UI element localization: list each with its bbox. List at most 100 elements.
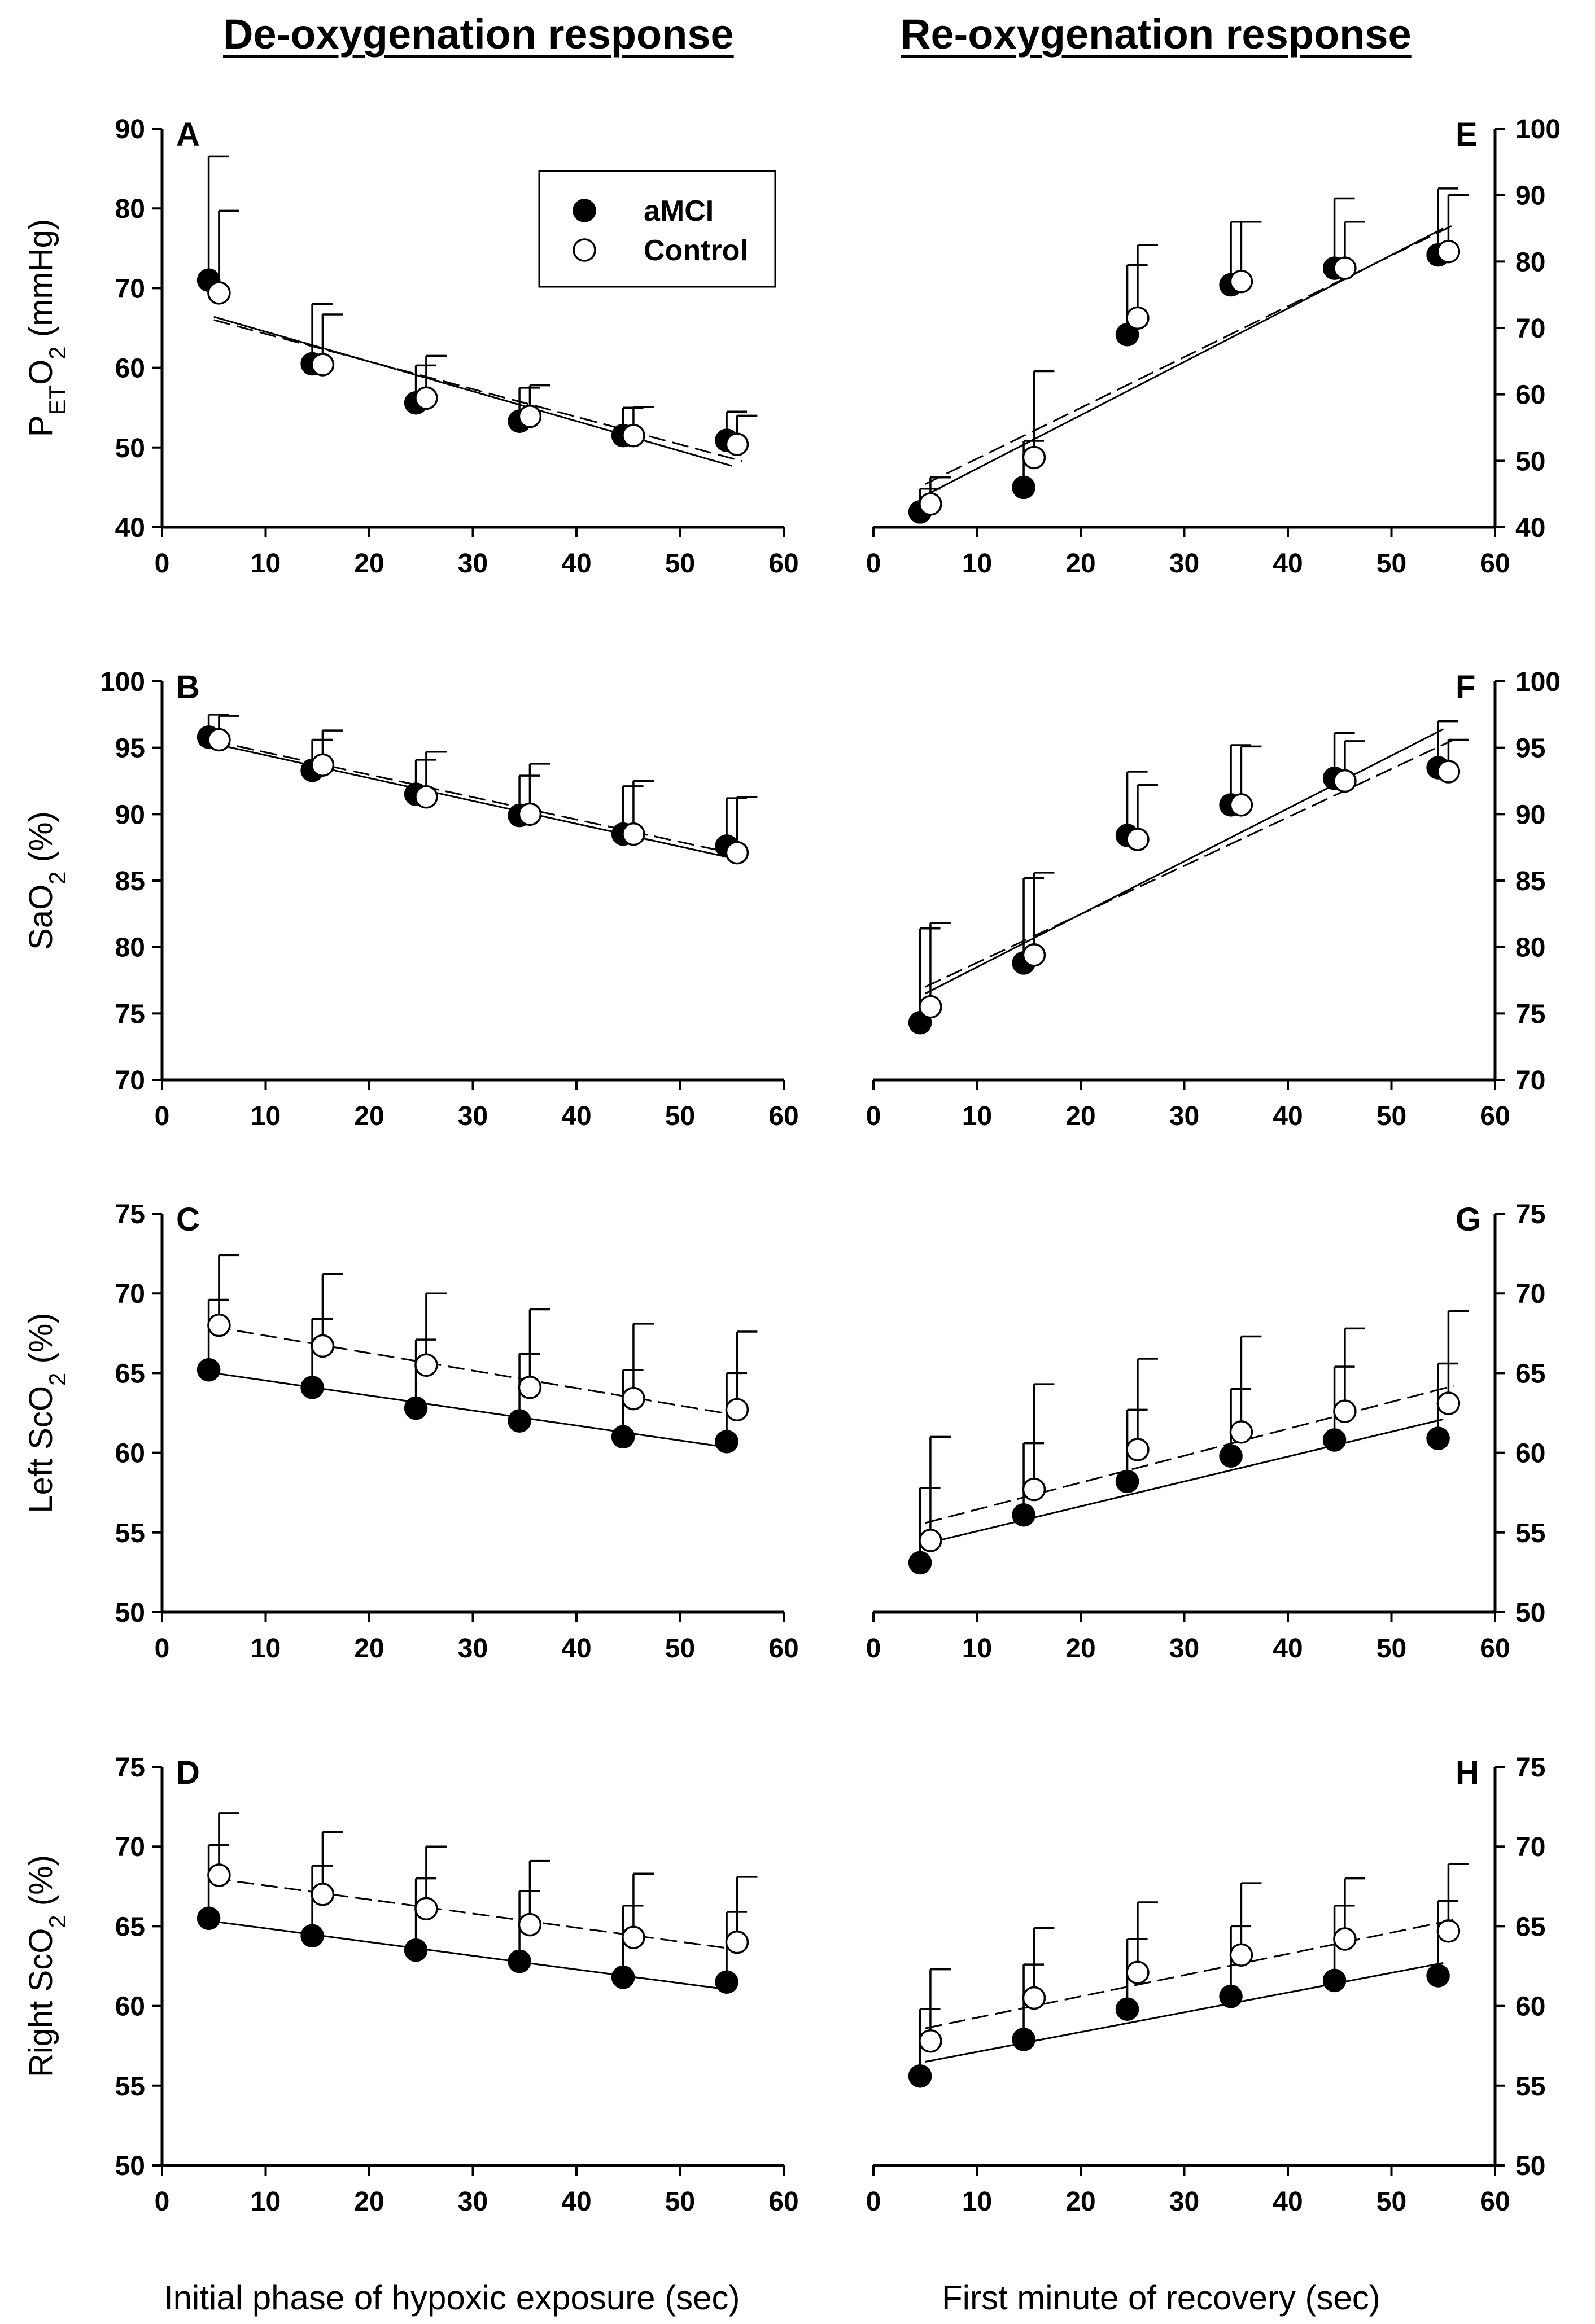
legend-amci-marker bbox=[573, 199, 596, 222]
control-point bbox=[1333, 1927, 1357, 1951]
amci-fit-line bbox=[213, 316, 732, 467]
amci-fit-line bbox=[925, 728, 1444, 995]
amci-point bbox=[1012, 475, 1035, 500]
y-axis-title: SaO2 (%) bbox=[23, 811, 71, 950]
y-tick-label: 50 bbox=[1515, 1598, 1545, 1628]
x-tick-label: 30 bbox=[1169, 549, 1199, 579]
panel-a: 0 10 20 30 40 50 60 40 50 60 70 80 90 A PETO2 (mmHg) aM… bbox=[23, 115, 799, 579]
control-fit-line bbox=[925, 1919, 1454, 2029]
x-tick-label: 50 bbox=[665, 549, 695, 579]
amci-point bbox=[1322, 1968, 1347, 1993]
amci-point bbox=[908, 2064, 932, 2088]
y-tick-label: 70 bbox=[115, 274, 145, 304]
amci-point bbox=[196, 1358, 221, 1382]
control-point bbox=[207, 1313, 231, 1337]
x-tick-label: 40 bbox=[1273, 1634, 1303, 1664]
control-fit-line bbox=[925, 1385, 1454, 1524]
y-tick-label: 40 bbox=[115, 513, 145, 543]
x-tick-label: 10 bbox=[251, 549, 281, 579]
amci-fit-line bbox=[213, 1372, 732, 1449]
amci-point bbox=[1012, 1503, 1035, 1527]
x-tick-label: 30 bbox=[1169, 1101, 1199, 1131]
amci-point bbox=[715, 1430, 738, 1454]
y-tick-label: 70 bbox=[1515, 1066, 1545, 1096]
x-tick-label: 60 bbox=[1480, 549, 1510, 579]
amci-point bbox=[404, 1396, 428, 1420]
control-point bbox=[518, 404, 542, 428]
control-point bbox=[1436, 239, 1461, 264]
control-point bbox=[311, 353, 335, 377]
amci-point bbox=[508, 1409, 531, 1433]
control-point bbox=[1022, 1477, 1046, 1502]
x-tick-label: 0 bbox=[866, 1634, 881, 1664]
x-tick-label: 10 bbox=[251, 1101, 281, 1131]
x-tick-label: 50 bbox=[1376, 549, 1406, 579]
x-tick-label: 40 bbox=[1273, 2187, 1303, 2217]
y-tick-label: 85 bbox=[1515, 866, 1545, 896]
x-tick-label: 0 bbox=[866, 2187, 881, 2217]
y-tick-label: 80 bbox=[115, 194, 145, 224]
amci-point bbox=[300, 1924, 324, 1948]
x-tick-label: 50 bbox=[1376, 2187, 1406, 2217]
y-axis-title: Left ScO2 (%) bbox=[23, 1312, 71, 1513]
control-point bbox=[1126, 828, 1150, 851]
y-tick-label: 60 bbox=[115, 354, 145, 384]
legend-control-label: Control bbox=[644, 234, 748, 267]
y-tick-label: 55 bbox=[1515, 2072, 1545, 2102]
y-tick-label: 50 bbox=[115, 2151, 145, 2181]
control-point bbox=[1333, 769, 1357, 793]
control-point bbox=[414, 386, 438, 410]
y-tick-label: 60 bbox=[1515, 380, 1545, 410]
x-tick-label: 40 bbox=[561, 2187, 591, 2217]
control-fit-line bbox=[213, 319, 742, 462]
amci-fit-line bbox=[213, 1920, 732, 1991]
control-point bbox=[725, 1398, 749, 1422]
control-point bbox=[622, 1386, 645, 1411]
control-point bbox=[311, 1883, 335, 1906]
control-point bbox=[1333, 256, 1357, 280]
x-tick-label: 50 bbox=[665, 2187, 695, 2217]
y-tick-label: 70 bbox=[1515, 1279, 1545, 1309]
y-tick-label: 60 bbox=[1515, 1439, 1545, 1469]
panel-c: 0 10 20 30 40 50 60 50 55 60 65 70 75 C Left ScO2 (%) bbox=[23, 1200, 799, 1664]
x-tick-label: 20 bbox=[1065, 1101, 1095, 1131]
x-tick-label: 40 bbox=[561, 1101, 591, 1131]
amci-point bbox=[1219, 1444, 1243, 1468]
y-tick-label: 75 bbox=[115, 1200, 145, 1229]
y-tick-label: 70 bbox=[115, 1832, 145, 1862]
amci-point bbox=[908, 1551, 932, 1575]
control-point bbox=[518, 1376, 542, 1399]
panel-label: E bbox=[1456, 116, 1478, 153]
y-tick-label: 70 bbox=[1515, 1832, 1545, 1862]
y-tick-label: 50 bbox=[115, 1598, 145, 1628]
control-point bbox=[1022, 1986, 1046, 2010]
y-axis-title: PETO2 (mmHg) bbox=[23, 219, 71, 437]
x-tick-label: 30 bbox=[458, 2187, 488, 2217]
y-tick-label: 80 bbox=[115, 933, 145, 963]
right-x-axis-title: First minute of recovery (sec) bbox=[942, 2279, 1380, 2317]
amci-point bbox=[1115, 323, 1139, 347]
legend: aMCI Control bbox=[538, 170, 776, 288]
y-tick-label: 60 bbox=[1515, 1992, 1545, 2022]
right-column-title: Re-oxygenation response bbox=[901, 11, 1412, 58]
control-point bbox=[1436, 760, 1461, 784]
y-tick-label: 100 bbox=[100, 667, 145, 697]
panel-label: F bbox=[1456, 669, 1475, 706]
x-tick-label: 10 bbox=[251, 1634, 281, 1664]
y-tick-label: 55 bbox=[115, 2072, 145, 2102]
x-tick-label: 60 bbox=[768, 1101, 798, 1131]
x-tick-label: 0 bbox=[866, 1101, 881, 1131]
y-tick-label: 75 bbox=[1515, 1200, 1545, 1229]
y-tick-label: 70 bbox=[115, 1279, 145, 1309]
control-point bbox=[1436, 1391, 1461, 1415]
control-point bbox=[207, 281, 231, 305]
x-tick-label: 0 bbox=[155, 1101, 170, 1131]
x-tick-label: 20 bbox=[354, 2187, 384, 2217]
panel-label: B bbox=[176, 669, 200, 706]
control-point bbox=[622, 423, 645, 448]
x-tick-label: 60 bbox=[1480, 2187, 1510, 2217]
x-tick-label: 60 bbox=[1480, 1101, 1510, 1131]
x-tick-label: 60 bbox=[768, 1634, 798, 1664]
